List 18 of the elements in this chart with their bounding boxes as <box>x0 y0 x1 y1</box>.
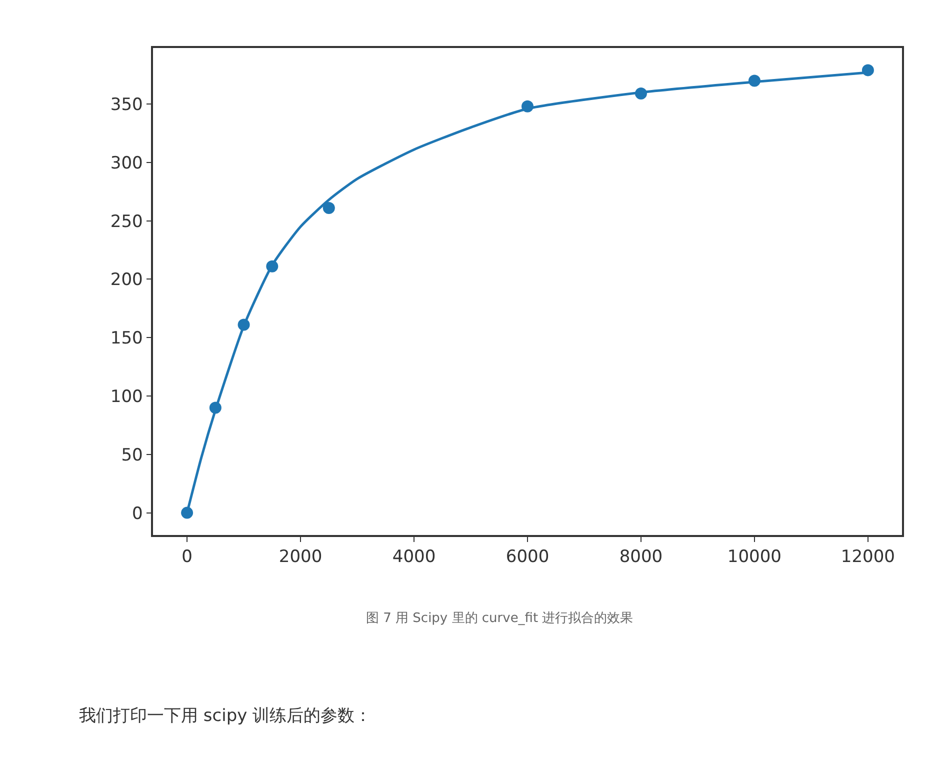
x-tick-label: 8000 <box>619 547 663 568</box>
x-tick-label: 0 <box>182 547 192 568</box>
x-tick-label: 6000 <box>506 547 550 568</box>
caption: 图 7 用 Scipy 里的 curve_fit 进行拟合的效果 <box>366 611 634 626</box>
y-tick-label: 150 <box>110 328 143 349</box>
x-tick-label: 4000 <box>392 547 436 568</box>
y-tick-label: 100 <box>110 386 143 407</box>
y-tick-label: 350 <box>110 95 143 116</box>
text: 我们打印一下用 scipy 训练后的参数： <box>79 706 372 726</box>
y-tick-label: 200 <box>110 270 143 290</box>
y-tick-label: 0 <box>132 504 143 524</box>
y-tick-label: 50 <box>121 445 143 466</box>
x-tick-label: 12000 <box>840 547 895 568</box>
y-tick-label: 250 <box>110 212 143 232</box>
x-tick-label: 2000 <box>278 547 322 568</box>
y-tick-label: 300 <box>110 153 143 174</box>
x-tick-label: 10000 <box>727 547 782 568</box>
point <box>322 202 335 214</box>
